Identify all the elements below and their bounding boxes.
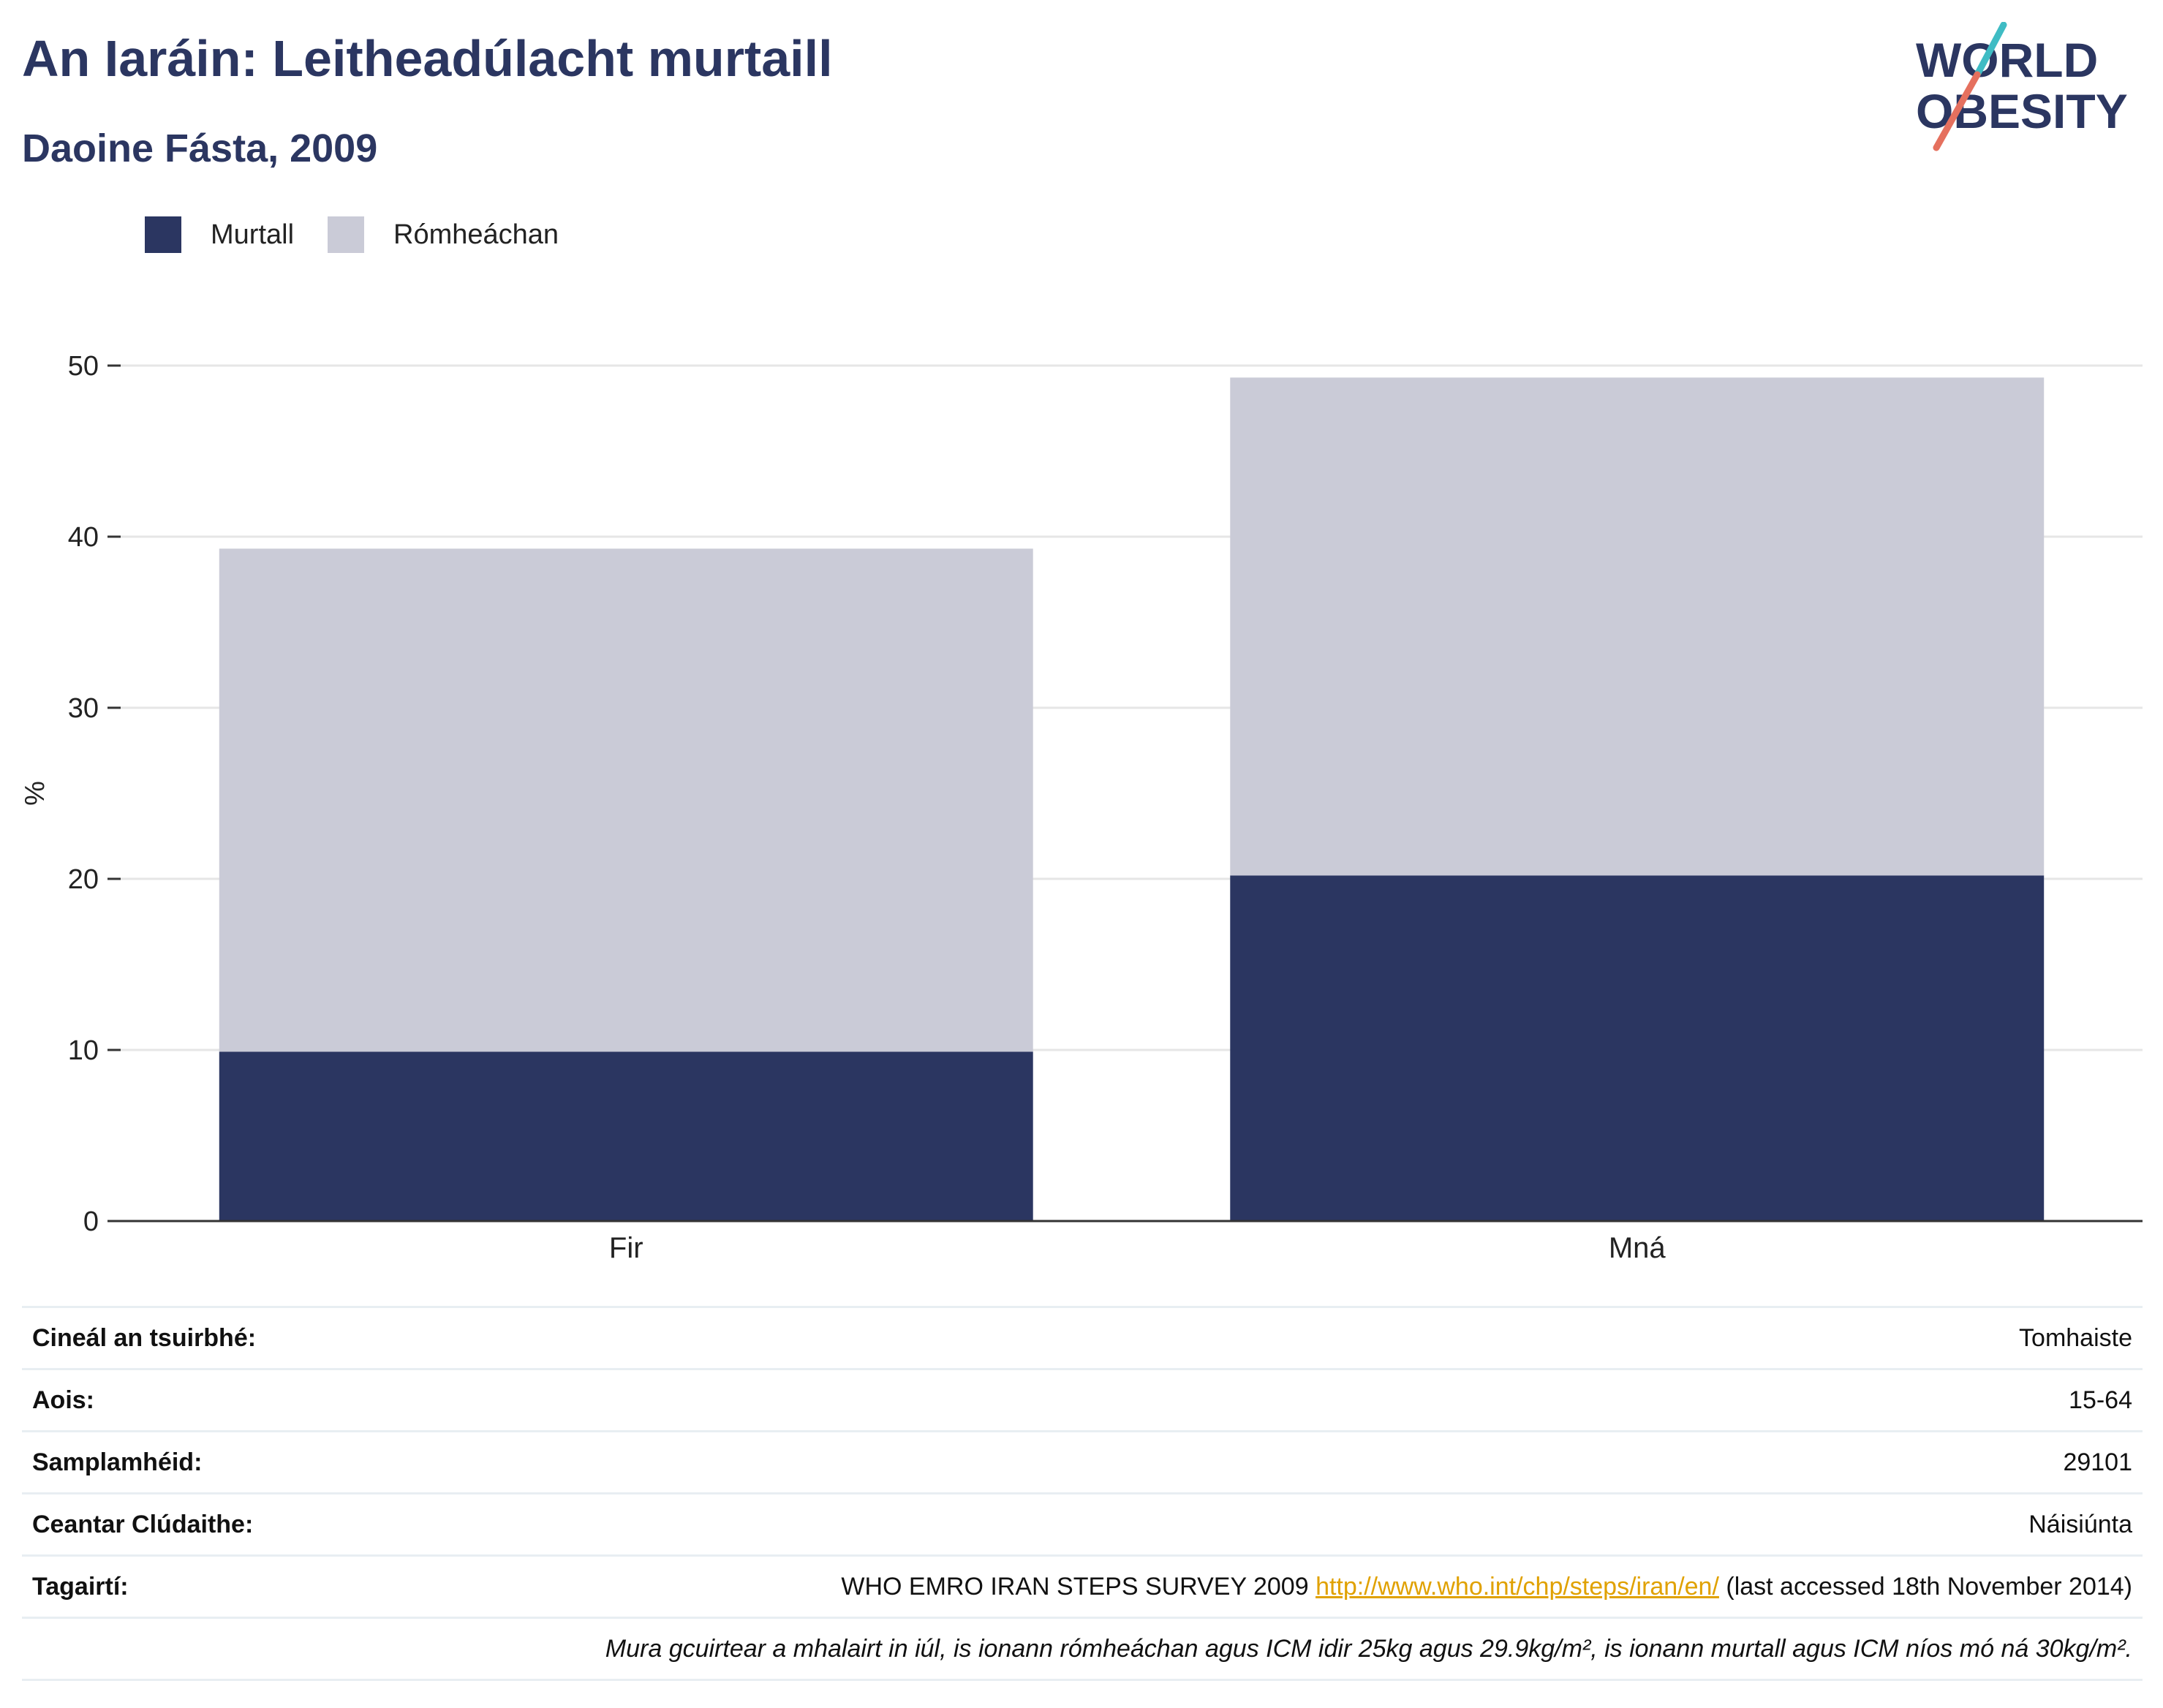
info-value: Tomhaiste xyxy=(2019,1323,2132,1352)
bars xyxy=(219,377,2045,1221)
y-tick-label: 40 xyxy=(68,522,99,553)
y-tick-labels: 0 10 20 30 40 50 xyxy=(68,351,99,1237)
y-tick-label: 30 xyxy=(68,693,99,724)
x-tick-label: Mná xyxy=(1609,1232,1666,1264)
legend-swatch-romheachan xyxy=(328,216,365,253)
reference-value: WHO EMRO IRAN STEPS SURVEY 2009 http://w… xyxy=(841,1573,2132,1601)
bar-mná-1[interactable] xyxy=(1230,377,2045,876)
reference-link[interactable]: http://www.who.int/chp/steps/iran/en/ xyxy=(1315,1572,1719,1601)
x-tick-label: Fir xyxy=(609,1232,643,1264)
y-tick-label: 10 xyxy=(68,1035,99,1066)
info-table: Cineál an tsuirbhé: Tomhaiste Aois: 15-6… xyxy=(22,1306,2143,1681)
info-row-age: Aois: 15-64 xyxy=(22,1368,2143,1430)
legend-label-romheachan: Rómheáchan xyxy=(393,219,559,250)
world-obesity-logo: WORLD OBESITY xyxy=(1916,22,2128,151)
info-label: Cineál an tsuirbhé: xyxy=(32,1323,257,1352)
legend: Murtall Rómheáchan xyxy=(145,216,592,253)
y-tick-label: 20 xyxy=(68,864,99,895)
info-label: Samplamhéid: xyxy=(32,1448,203,1476)
stacked-bar-chart: 0 10 20 30 40 50 Fir Mná % xyxy=(20,351,2143,1264)
svg-text:OBESITY: OBESITY xyxy=(1916,84,2128,138)
info-row-note: Mura gcuirtear a mhalairt in iúl, is ion… xyxy=(22,1617,2143,1681)
info-label: Tagairtí: xyxy=(32,1572,129,1601)
info-row-area-covered: Ceantar Clúdaithe: Náisiúnta xyxy=(22,1492,2143,1554)
info-row-survey-type: Cineál an tsuirbhé: Tomhaiste xyxy=(22,1306,2143,1368)
chart-subtitle: Daoine Fásta, 2009 xyxy=(22,126,378,170)
legend-item-murtall[interactable]: Murtall xyxy=(145,216,294,253)
legend-label-murtall: Murtall xyxy=(211,219,295,250)
y-axis-label: % xyxy=(20,781,50,806)
info-row-references: Tagairtí: WHO EMRO IRAN STEPS SURVEY 200… xyxy=(22,1554,2143,1617)
info-value: 15-64 xyxy=(2069,1386,2132,1414)
chart-title: An Iaráin: Leitheadúlacht murtaill xyxy=(22,30,833,87)
definition-note: Mura gcuirtear a mhalairt in iúl, is ion… xyxy=(605,1634,2132,1663)
reference-prefix: WHO EMRO IRAN STEPS SURVEY 2009 xyxy=(841,1572,1316,1601)
svg-text:WORLD: WORLD xyxy=(1916,33,2098,87)
info-value: Náisiúnta xyxy=(2028,1510,2132,1538)
reference-suffix: (last accessed 18th November 2014) xyxy=(1718,1572,2132,1601)
y-tick-label: 50 xyxy=(68,351,99,382)
bar-fir-0[interactable] xyxy=(219,1051,1033,1221)
info-row-sample-size: Samplamhéid: 29101 xyxy=(22,1430,2143,1492)
bar-mná-0[interactable] xyxy=(1230,875,2045,1221)
y-tick-label: 0 xyxy=(83,1206,99,1237)
info-label: Aois: xyxy=(32,1386,94,1414)
x-tick-labels: Fir Mná xyxy=(609,1232,1666,1264)
info-value: 29101 xyxy=(2063,1448,2132,1476)
info-label: Ceantar Clúdaithe: xyxy=(32,1510,254,1538)
bar-fir-1[interactable] xyxy=(219,548,1033,1052)
legend-item-romheachan[interactable]: Rómheáchan xyxy=(328,216,559,253)
legend-swatch-murtall xyxy=(145,216,181,253)
